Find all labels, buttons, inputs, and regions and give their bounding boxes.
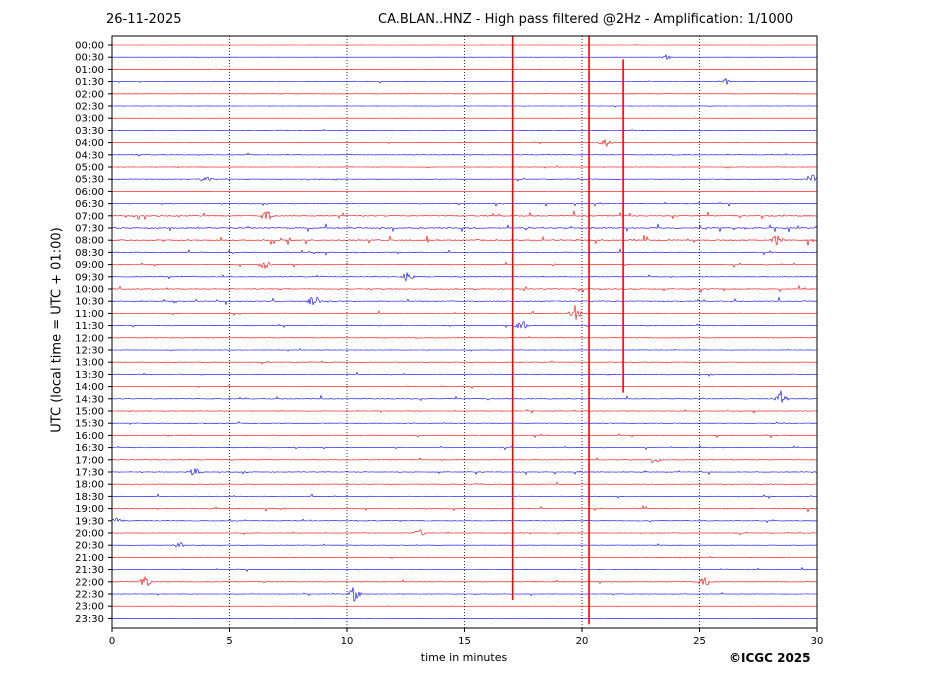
x-tick-label: 30 bbox=[811, 636, 824, 647]
trace-row bbox=[111, 284, 818, 294]
y-tick-label: 06:30 bbox=[75, 199, 104, 210]
trace-row bbox=[111, 320, 818, 329]
x-tick-labels: 0 5 10 15 20 25 30 bbox=[109, 628, 824, 647]
y-tick-label: 04:30 bbox=[75, 150, 104, 161]
y-tick-label: 16:30 bbox=[75, 443, 104, 454]
chart-title: CA.BLAN..HNZ - High pass filtered @2Hz -… bbox=[378, 12, 794, 27]
y-tick-label: 14:30 bbox=[75, 394, 104, 405]
traces-group bbox=[111, 44, 818, 619]
y-tick-label: 21:30 bbox=[75, 565, 104, 576]
y-tick-label: 23:30 bbox=[75, 614, 104, 625]
x-tick-label: 5 bbox=[226, 636, 232, 647]
y-tick-label: 18:00 bbox=[75, 480, 104, 491]
x-tick-label: 0 bbox=[109, 636, 115, 647]
y-tick-label: 09:00 bbox=[75, 260, 104, 271]
y-tick-label: 04:00 bbox=[75, 138, 104, 149]
x-tick-label: 10 bbox=[341, 636, 354, 647]
x-axis-label: time in minutes bbox=[420, 651, 508, 664]
trace-row bbox=[111, 304, 817, 320]
y-tick-label: 15:30 bbox=[75, 419, 104, 430]
y-tick-label: 03:30 bbox=[75, 126, 104, 137]
y-tick-label: 19:30 bbox=[75, 516, 104, 527]
y-tick-label: 02:00 bbox=[75, 89, 104, 100]
y-tick-label: 16:00 bbox=[75, 431, 104, 442]
y-tick-label: 10:00 bbox=[75, 285, 104, 296]
date-label: 26-11-2025 bbox=[106, 12, 182, 27]
x-tick-label: 25 bbox=[693, 636, 706, 647]
y-tick-label: 13:00 bbox=[75, 358, 104, 369]
plot-frame bbox=[111, 35, 818, 629]
y-tick-label: 11:00 bbox=[75, 309, 104, 320]
y-tick-label: 11:30 bbox=[75, 321, 104, 332]
trace-row bbox=[111, 105, 818, 108]
y-tick-label: 14:00 bbox=[75, 382, 104, 393]
y-tick-label: 19:00 bbox=[75, 504, 104, 515]
y-tick-label: 07:30 bbox=[75, 224, 104, 235]
trace-row bbox=[111, 457, 817, 464]
y-tick-label: 08:00 bbox=[75, 236, 104, 247]
trace-row bbox=[111, 385, 818, 389]
y-tick-label: 00:00 bbox=[75, 41, 104, 52]
trace-row bbox=[111, 575, 818, 587]
y-tick-label: 05:00 bbox=[75, 163, 104, 174]
trace-row bbox=[111, 152, 818, 157]
y-tick-label: 01:30 bbox=[75, 77, 104, 88]
trace-row bbox=[111, 481, 818, 486]
y-tick-label: 20:00 bbox=[75, 529, 104, 540]
trace-row bbox=[111, 336, 818, 339]
y-tick-label: 15:00 bbox=[75, 407, 104, 418]
y-tick-label: 23:00 bbox=[75, 602, 104, 613]
x-tick-label: 15 bbox=[458, 636, 471, 647]
trace-row bbox=[111, 174, 818, 182]
y-tick-label: 12:30 bbox=[75, 346, 104, 357]
trace-row bbox=[111, 360, 818, 365]
trace-row bbox=[111, 139, 818, 147]
trace-row bbox=[111, 210, 818, 220]
trace-row bbox=[111, 164, 817, 169]
trace-row bbox=[111, 566, 818, 572]
y-tick-label: 00:30 bbox=[75, 53, 104, 64]
grid-group bbox=[229, 36, 700, 628]
y-tick-label: 09:30 bbox=[75, 272, 104, 283]
trace-row bbox=[111, 517, 818, 524]
y-tick-label: 01:00 bbox=[75, 65, 104, 76]
y-tick-label: 06:00 bbox=[75, 187, 104, 198]
y-tick-label: 13:30 bbox=[75, 370, 104, 381]
trace-row bbox=[111, 504, 818, 513]
y-tick-label: 17:00 bbox=[75, 455, 104, 466]
trace-row bbox=[111, 529, 817, 536]
y-tick-label: 20:30 bbox=[75, 541, 104, 552]
spikes-group bbox=[511, 36, 624, 625]
trace-row bbox=[111, 371, 818, 377]
copyright-label: ©ICGC 2025 bbox=[729, 651, 811, 665]
y-tick-label: 07:00 bbox=[75, 211, 104, 222]
trace-row bbox=[111, 347, 817, 352]
x-tick-label: 20 bbox=[576, 636, 589, 647]
y-tick-label: 03:00 bbox=[75, 114, 104, 125]
y-tick-label: 05:30 bbox=[75, 175, 104, 186]
y-tick-label: 10:30 bbox=[75, 297, 104, 308]
y-tick-label: 02:30 bbox=[75, 102, 104, 113]
y-tick-label: 22:30 bbox=[75, 590, 104, 601]
y-axis-label: UTC (local time = UTC + 01:00) bbox=[49, 227, 65, 433]
trace-row bbox=[111, 296, 817, 306]
trace-row bbox=[111, 201, 818, 207]
y-tick-label: 08:30 bbox=[75, 248, 104, 259]
trace-row bbox=[111, 223, 818, 233]
y-tick-label: 17:30 bbox=[75, 468, 104, 479]
y-tick-label: 18:30 bbox=[75, 492, 104, 503]
y-tick-label: 22:00 bbox=[75, 577, 104, 588]
trace-row bbox=[111, 128, 817, 131]
trace-row bbox=[111, 493, 818, 500]
trace-row bbox=[111, 556, 818, 559]
trace-row bbox=[111, 390, 818, 403]
y-tick-label: 21:00 bbox=[75, 553, 104, 564]
trace-row bbox=[111, 542, 818, 548]
y-tick-label: 12:00 bbox=[75, 333, 104, 344]
